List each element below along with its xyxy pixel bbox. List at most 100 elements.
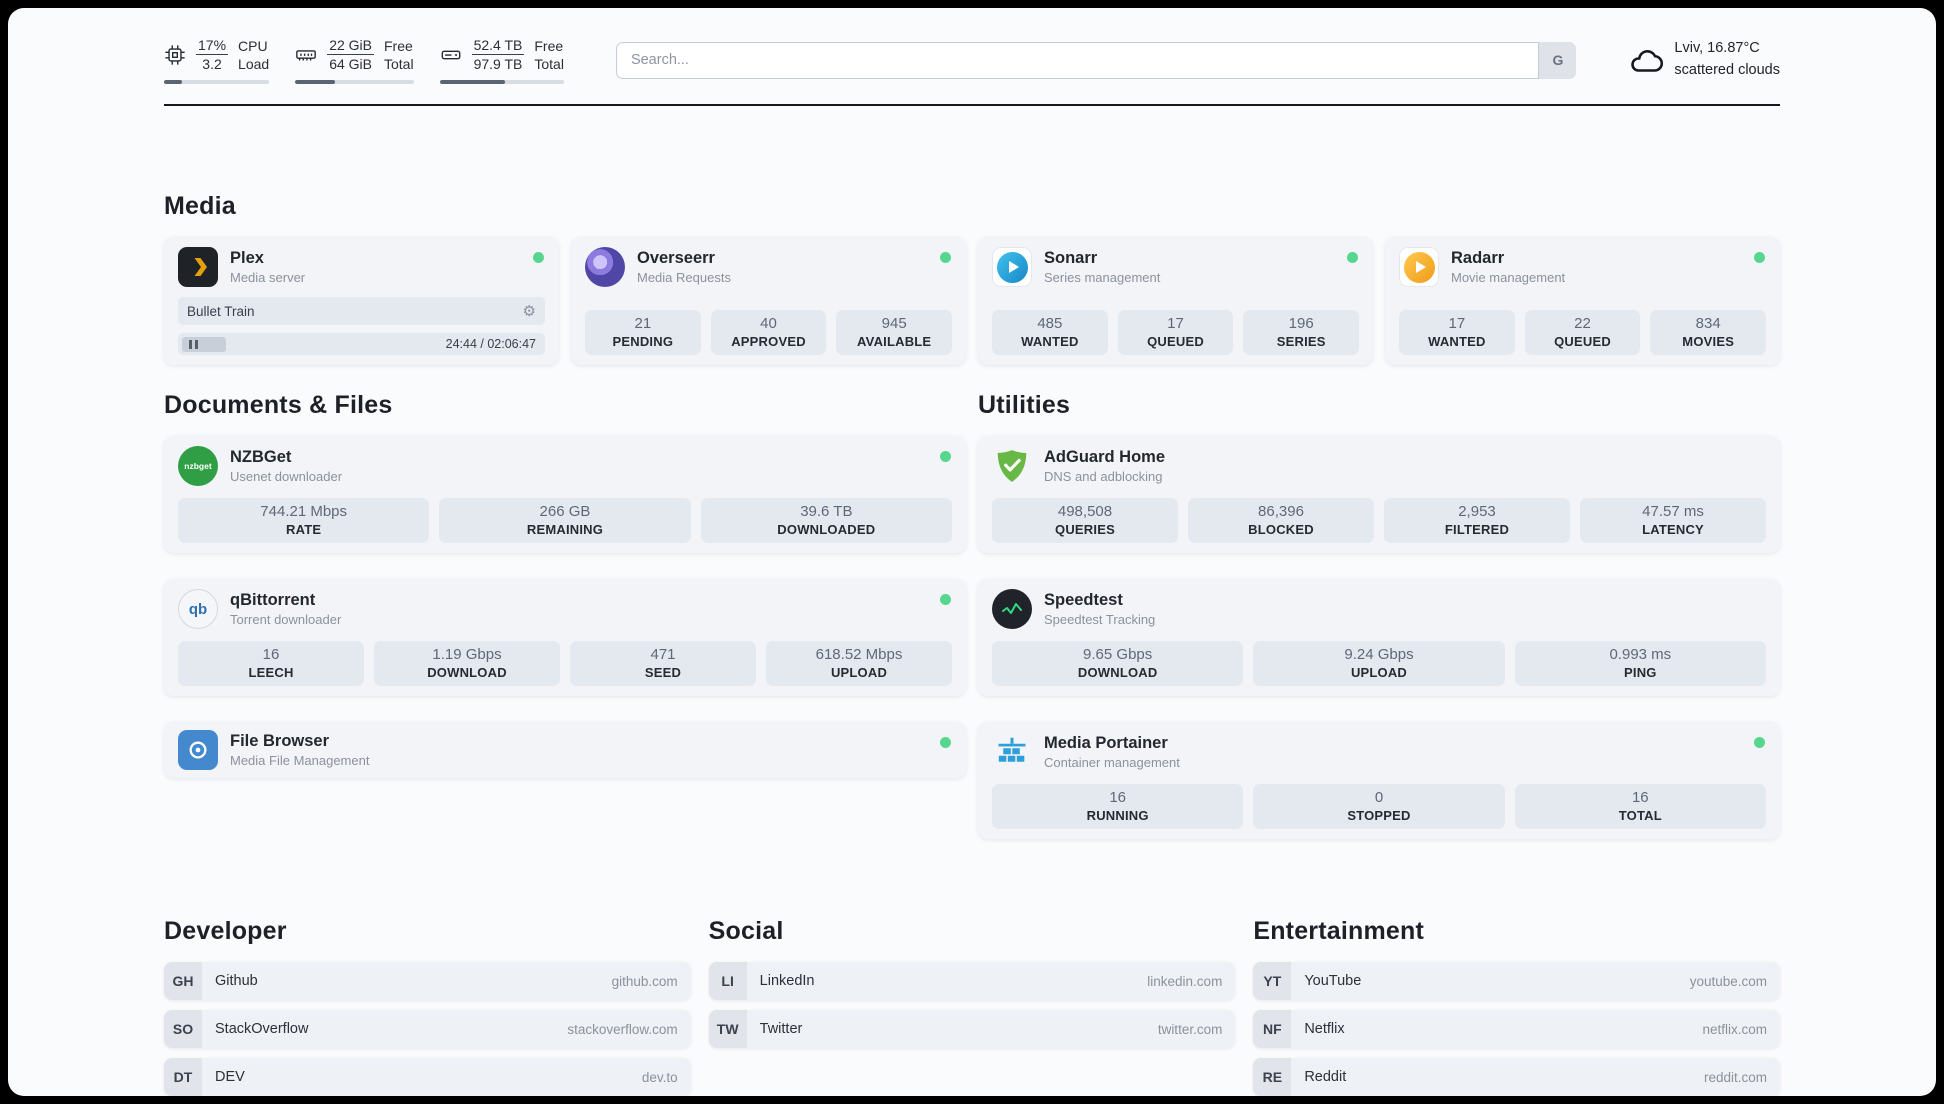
- bookmark-youtube[interactable]: YT YouTube youtube.com: [1253, 962, 1780, 1001]
- service-card-nzbget[interactable]: nzbget NZBGet Usenet downloader 744.21 M…: [164, 436, 966, 554]
- stat-queued: 22 QUEUED: [1524, 310, 1641, 356]
- stat-approved: 40 APPROVED: [710, 310, 827, 356]
- ram-meter: [295, 80, 414, 85]
- stat-remaining: 266 GB REMAINING: [439, 498, 691, 544]
- search-engine-button[interactable]: G: [1538, 41, 1577, 79]
- stat-filtered: 2,953 FILTERED: [1384, 498, 1570, 544]
- stat-stopped: 0 STOPPED: [1253, 784, 1505, 830]
- status-indicator: [533, 252, 544, 264]
- bookmark-url: youtube.com: [1689, 973, 1767, 989]
- now-playing-bar: Bullet Train ⚙: [178, 297, 545, 326]
- reddit-icon: RE: [1253, 1058, 1292, 1096]
- radarr-icon: [1399, 247, 1439, 288]
- disk-label-bottom: Total: [534, 55, 564, 72]
- bookmark-url: stackoverflow.com: [567, 1021, 678, 1037]
- stat-latency: 47.57 ms LATENCY: [1580, 498, 1766, 544]
- disk-free: 52.4 TB: [471, 36, 525, 56]
- service-card-plex[interactable]: Plex Media server Bullet Train ⚙ 24:44 /…: [164, 237, 559, 366]
- stat-total: 16 TOTAL: [1514, 784, 1766, 830]
- section-heading-media: Media: [164, 192, 236, 221]
- nzbget-icon: nzbget: [178, 446, 218, 487]
- service-card-qbittorrent[interactable]: qb qBittorrent Torrent downloader 16 LEEC…: [164, 579, 966, 697]
- service-card-adguard[interactable]: AdGuard Home DNS and adblocking 498,508 Q…: [978, 436, 1780, 554]
- service-card-speedtest[interactable]: Speedtest Speedtest Tracking 9.65 Gbps DO…: [978, 579, 1780, 697]
- adguard-icon: [992, 446, 1032, 486]
- bookmark-url: linkedin.com: [1147, 973, 1223, 989]
- dashboard-page: 17% 3.2 CPU Load 22 GiB 64 GiB Free: [8, 8, 1936, 1096]
- status-indicator: [940, 737, 951, 749]
- service-name: Speedtest: [1044, 591, 1123, 610]
- service-subtitle: Torrent downloader: [230, 612, 342, 628]
- stat-wanted: 485 WANTED: [992, 310, 1108, 356]
- bookmark-url: reddit.com: [1703, 1069, 1767, 1085]
- bookmark-name: Netflix: [1304, 1021, 1345, 1038]
- portainer-icon: [992, 732, 1032, 772]
- cpu-meter: [164, 80, 270, 85]
- section-social: Social LI LinkedIn linkedin.com TW Twitt…: [708, 917, 1236, 1058]
- service-name: File Browser: [230, 732, 330, 751]
- bookmark-name: Reddit: [1304, 1069, 1347, 1086]
- media-player-bar: 24:44 / 02:06:47: [178, 333, 545, 356]
- stat-queued: 17 QUEUED: [1117, 310, 1234, 356]
- stat-available: 945 AVAILABLE: [836, 310, 953, 356]
- ram-free: 22 GiB: [327, 36, 374, 56]
- status-indicator: [1754, 737, 1765, 749]
- status-indicator: [940, 451, 951, 463]
- cpu-icon: [165, 45, 185, 65]
- service-subtitle: Media server: [230, 270, 306, 286]
- bookmark-stackoverflow[interactable]: SO StackOverflow stackoverflow.com: [164, 1010, 691, 1049]
- stat-series: 196 SERIES: [1243, 310, 1360, 356]
- section-utilities: Utilities AdGuard Home DNS and adblockin…: [978, 391, 1780, 865]
- bookmark-dev[interactable]: DT DEV dev.to: [164, 1058, 691, 1096]
- service-card-filebrowser[interactable]: File Browser Media File Management: [164, 722, 966, 779]
- stat-upload: 9.24 Gbps UPLOAD: [1253, 641, 1505, 687]
- cpu-widget: 17% 3.2 CPU Load: [164, 36, 270, 85]
- service-subtitle: Usenet downloader: [230, 469, 343, 485]
- service-subtitle: Series management: [1044, 270, 1161, 286]
- bookmark-url: netflix.com: [1702, 1021, 1767, 1037]
- bookmark-github[interactable]: GH Github github.com: [164, 962, 691, 1001]
- weather-condition: scattered clouds: [1674, 62, 1780, 79]
- top-bar: 17% 3.2 CPU Load 22 GiB 64 GiB Free: [8, 8, 1936, 85]
- stat-download: 9.65 Gbps DOWNLOAD: [992, 641, 1244, 687]
- cpu-label-top: CPU: [238, 37, 268, 54]
- ram-label-top: Free: [384, 37, 413, 54]
- bookmark-name: YouTube: [1304, 973, 1362, 990]
- plex-icon: [178, 247, 218, 288]
- now-playing-title: Bullet Train: [187, 303, 255, 319]
- gear-icon[interactable]: ⚙: [522, 303, 536, 321]
- weather-widget[interactable]: Lviv, 16.87°C scattered clouds: [1628, 38, 1780, 82]
- bookmark-twitter[interactable]: TW Twitter twitter.com: [708, 1010, 1236, 1049]
- pause-icon[interactable]: [182, 336, 226, 352]
- service-card-overseerr[interactable]: Overseerr Media Requests 21 PENDING 40 APP…: [571, 237, 966, 366]
- stat-rate: 744.21 Mbps RATE: [178, 498, 430, 544]
- qbittorrent-icon: qb: [178, 589, 218, 630]
- service-name: NZBGet: [230, 448, 292, 467]
- bookmark-reddit[interactable]: RE Reddit reddit.com: [1253, 1058, 1780, 1096]
- service-subtitle: Media Requests: [637, 270, 731, 286]
- bookmark-netflix[interactable]: NF Netflix netflix.com: [1253, 1010, 1780, 1049]
- stat-ping: 0.993 ms PING: [1514, 641, 1766, 687]
- section-media: Media Plex Media server Bullet T: [164, 192, 1780, 366]
- overseerr-icon: [585, 247, 625, 288]
- github-icon: GH: [164, 962, 202, 1001]
- service-card-sonarr[interactable]: Sonarr Series management 485 WANTED 17 QUE…: [978, 237, 1373, 366]
- status-indicator: [1754, 252, 1765, 264]
- netflix-icon: NF: [1253, 1010, 1292, 1049]
- bookmark-name: LinkedIn: [759, 973, 815, 990]
- linkedin-icon: LI: [708, 962, 747, 1001]
- service-card-radarr[interactable]: Radarr Movie management 17 WANTED 22 QUEUE…: [1385, 237, 1780, 366]
- section-heading-social: Social: [708, 917, 784, 946]
- ram-total: 64 GiB: [329, 56, 372, 73]
- service-card-portainer[interactable]: Media Portainer Container management 16 R…: [978, 722, 1780, 840]
- service-name: qBittorrent: [230, 591, 316, 610]
- status-indicator: [1347, 252, 1358, 264]
- section-developer: Developer GH Github github.com SO StackO…: [164, 917, 691, 1096]
- service-name: Sonarr: [1044, 249, 1098, 268]
- youtube-icon: YT: [1253, 962, 1292, 1001]
- disk-icon: [441, 50, 460, 60]
- search-input[interactable]: [615, 41, 1577, 79]
- bookmark-name: Github: [215, 973, 258, 990]
- bookmark-linkedin[interactable]: LI LinkedIn linkedin.com: [708, 962, 1236, 1001]
- bookmark-name: DEV: [215, 1069, 245, 1086]
